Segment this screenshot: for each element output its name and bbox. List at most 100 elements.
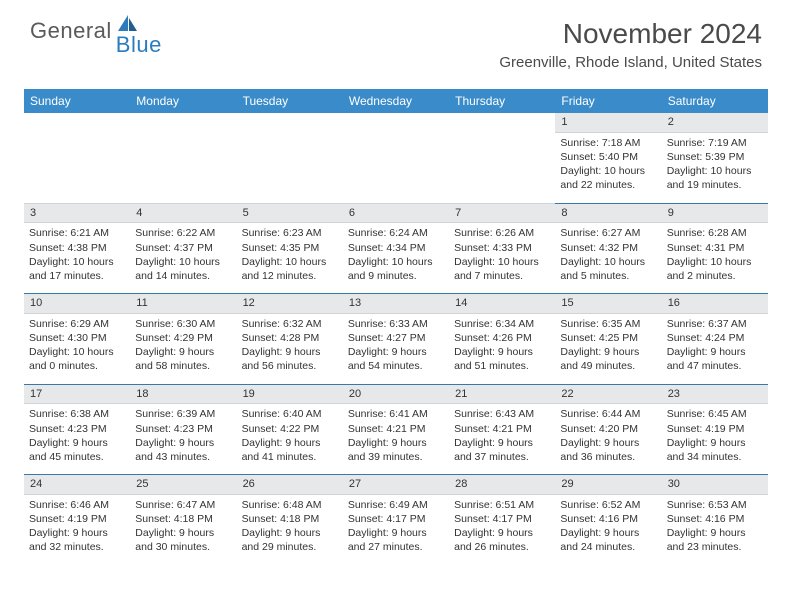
daylight-line1: Daylight: 9 hours bbox=[454, 526, 550, 540]
sunrise-text: Sunrise: 6:35 AM bbox=[560, 317, 656, 331]
sunset-text: Sunset: 4:21 PM bbox=[348, 422, 444, 436]
sunrise-text: Sunrise: 6:22 AM bbox=[135, 226, 231, 240]
day-number: 10 bbox=[24, 294, 130, 314]
calendar-week-row: 3Sunrise: 6:21 AMSunset: 4:38 PMDaylight… bbox=[24, 204, 768, 294]
daylight-line2: and 27 minutes. bbox=[348, 540, 444, 554]
sunset-text: Sunset: 4:19 PM bbox=[29, 512, 125, 526]
daylight-line2: and 43 minutes. bbox=[135, 450, 231, 464]
day-number: 30 bbox=[662, 475, 768, 495]
day-details: Sunrise: 6:21 AMSunset: 4:38 PMDaylight:… bbox=[24, 223, 130, 287]
day-number: 1 bbox=[555, 113, 661, 133]
daylight-line2: and 45 minutes. bbox=[29, 450, 125, 464]
sunset-text: Sunset: 4:38 PM bbox=[29, 241, 125, 255]
title-area: November 2024 Greenville, Rhode Island, … bbox=[499, 18, 762, 71]
day-details: Sunrise: 6:49 AMSunset: 4:17 PMDaylight:… bbox=[343, 495, 449, 559]
day-number: 22 bbox=[555, 385, 661, 405]
calendar-day-cell: 21Sunrise: 6:43 AMSunset: 4:21 PMDayligh… bbox=[449, 385, 555, 475]
day-details: Sunrise: 6:48 AMSunset: 4:18 PMDaylight:… bbox=[237, 495, 343, 559]
sunset-text: Sunset: 4:30 PM bbox=[29, 331, 125, 345]
calendar-day-cell: 16Sunrise: 6:37 AMSunset: 4:24 PMDayligh… bbox=[662, 294, 768, 384]
day-number: 2 bbox=[662, 113, 768, 133]
day-details: Sunrise: 6:47 AMSunset: 4:18 PMDaylight:… bbox=[130, 495, 236, 559]
sunset-text: Sunset: 4:17 PM bbox=[348, 512, 444, 526]
daylight-line1: Daylight: 9 hours bbox=[348, 436, 444, 450]
daylight-line2: and 36 minutes. bbox=[560, 450, 656, 464]
sunset-text: Sunset: 4:25 PM bbox=[560, 331, 656, 345]
day-details: Sunrise: 7:19 AMSunset: 5:39 PMDaylight:… bbox=[662, 133, 768, 197]
day-details: Sunrise: 7:18 AMSunset: 5:40 PMDaylight:… bbox=[555, 133, 661, 197]
weekday-header: Thursday bbox=[449, 89, 555, 113]
sunrise-text: Sunrise: 6:38 AM bbox=[29, 407, 125, 421]
sunset-text: Sunset: 4:29 PM bbox=[135, 331, 231, 345]
daylight-line1: Daylight: 10 hours bbox=[242, 255, 338, 269]
sunrise-text: Sunrise: 6:43 AM bbox=[454, 407, 550, 421]
day-number: 23 bbox=[662, 385, 768, 405]
calendar-day-cell: 9Sunrise: 6:28 AMSunset: 4:31 PMDaylight… bbox=[662, 204, 768, 294]
daylight-line2: and 24 minutes. bbox=[560, 540, 656, 554]
day-number: 26 bbox=[237, 475, 343, 495]
day-details: Sunrise: 6:26 AMSunset: 4:33 PMDaylight:… bbox=[449, 223, 555, 287]
daylight-line1: Daylight: 10 hours bbox=[29, 345, 125, 359]
calendar-week-row: 1Sunrise: 7:18 AMSunset: 5:40 PMDaylight… bbox=[24, 113, 768, 203]
sunset-text: Sunset: 4:27 PM bbox=[348, 331, 444, 345]
day-number: 15 bbox=[555, 294, 661, 314]
sunset-text: Sunset: 4:19 PM bbox=[667, 422, 763, 436]
daylight-line2: and 26 minutes. bbox=[454, 540, 550, 554]
day-number: 17 bbox=[24, 385, 130, 405]
location-subtitle: Greenville, Rhode Island, United States bbox=[499, 54, 762, 71]
day-number: 8 bbox=[555, 204, 661, 224]
calendar-day-cell: 19Sunrise: 6:40 AMSunset: 4:22 PMDayligh… bbox=[237, 385, 343, 475]
sunset-text: Sunset: 4:17 PM bbox=[454, 512, 550, 526]
sunrise-text: Sunrise: 6:21 AM bbox=[29, 226, 125, 240]
weekday-header: Tuesday bbox=[237, 89, 343, 113]
day-number: 13 bbox=[343, 294, 449, 314]
calendar-day-cell: 14Sunrise: 6:34 AMSunset: 4:26 PMDayligh… bbox=[449, 294, 555, 384]
sunrise-text: Sunrise: 7:18 AM bbox=[560, 136, 656, 150]
daylight-line2: and 32 minutes. bbox=[29, 540, 125, 554]
daylight-line1: Daylight: 9 hours bbox=[135, 345, 231, 359]
day-details: Sunrise: 6:24 AMSunset: 4:34 PMDaylight:… bbox=[343, 223, 449, 287]
sunrise-text: Sunrise: 6:30 AM bbox=[135, 317, 231, 331]
daylight-line1: Daylight: 9 hours bbox=[242, 345, 338, 359]
sunset-text: Sunset: 4:35 PM bbox=[242, 241, 338, 255]
day-details: Sunrise: 6:34 AMSunset: 4:26 PMDaylight:… bbox=[449, 314, 555, 378]
day-number: 7 bbox=[449, 204, 555, 224]
day-number: 25 bbox=[130, 475, 236, 495]
sunrise-text: Sunrise: 6:29 AM bbox=[29, 317, 125, 331]
calendar-day-cell: 3Sunrise: 6:21 AMSunset: 4:38 PMDaylight… bbox=[24, 204, 130, 294]
daylight-line2: and 54 minutes. bbox=[348, 359, 444, 373]
day-number: 21 bbox=[449, 385, 555, 405]
day-details: Sunrise: 6:33 AMSunset: 4:27 PMDaylight:… bbox=[343, 314, 449, 378]
day-details: Sunrise: 6:28 AMSunset: 4:31 PMDaylight:… bbox=[662, 223, 768, 287]
day-details: Sunrise: 6:45 AMSunset: 4:19 PMDaylight:… bbox=[662, 404, 768, 468]
weekday-header: Monday bbox=[130, 89, 236, 113]
sunset-text: Sunset: 4:22 PM bbox=[242, 422, 338, 436]
daylight-line2: and 7 minutes. bbox=[454, 269, 550, 283]
calendar-day-cell: 12Sunrise: 6:32 AMSunset: 4:28 PMDayligh… bbox=[237, 294, 343, 384]
daylight-line1: Daylight: 10 hours bbox=[135, 255, 231, 269]
daylight-line2: and 23 minutes. bbox=[667, 540, 763, 554]
calendar-week-row: 24Sunrise: 6:46 AMSunset: 4:19 PMDayligh… bbox=[24, 475, 768, 565]
day-details: Sunrise: 6:51 AMSunset: 4:17 PMDaylight:… bbox=[449, 495, 555, 559]
calendar-day-cell: 13Sunrise: 6:33 AMSunset: 4:27 PMDayligh… bbox=[343, 294, 449, 384]
sunrise-text: Sunrise: 6:28 AM bbox=[667, 226, 763, 240]
calendar-day-cell: 25Sunrise: 6:47 AMSunset: 4:18 PMDayligh… bbox=[130, 475, 236, 565]
daylight-line2: and 5 minutes. bbox=[560, 269, 656, 283]
day-number: 27 bbox=[343, 475, 449, 495]
daylight-line1: Daylight: 10 hours bbox=[29, 255, 125, 269]
calendar-day-cell: 2Sunrise: 7:19 AMSunset: 5:39 PMDaylight… bbox=[662, 113, 768, 203]
daylight-line1: Daylight: 9 hours bbox=[348, 345, 444, 359]
daylight-line2: and 17 minutes. bbox=[29, 269, 125, 283]
daylight-line1: Daylight: 9 hours bbox=[242, 526, 338, 540]
daylight-line1: Daylight: 9 hours bbox=[29, 436, 125, 450]
calendar-day-cell: 7Sunrise: 6:26 AMSunset: 4:33 PMDaylight… bbox=[449, 204, 555, 294]
calendar-day-cell: 8Sunrise: 6:27 AMSunset: 4:32 PMDaylight… bbox=[555, 204, 661, 294]
daylight-line1: Daylight: 9 hours bbox=[667, 436, 763, 450]
day-details: Sunrise: 6:41 AMSunset: 4:21 PMDaylight:… bbox=[343, 404, 449, 468]
daylight-line2: and 2 minutes. bbox=[667, 269, 763, 283]
calendar-day-cell: 1Sunrise: 7:18 AMSunset: 5:40 PMDaylight… bbox=[555, 113, 661, 203]
weekday-header: Saturday bbox=[662, 89, 768, 113]
sunset-text: Sunset: 4:28 PM bbox=[242, 331, 338, 345]
sunset-text: Sunset: 4:23 PM bbox=[29, 422, 125, 436]
calendar-day-cell: 4Sunrise: 6:22 AMSunset: 4:37 PMDaylight… bbox=[130, 204, 236, 294]
